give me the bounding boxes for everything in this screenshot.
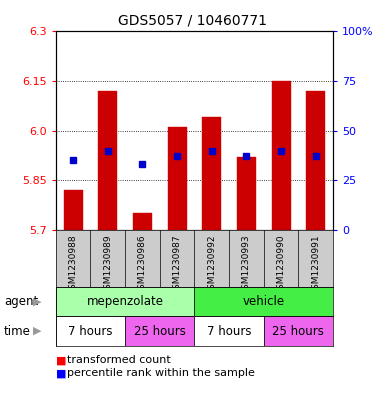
Text: GSM1230992: GSM1230992	[207, 235, 216, 295]
Bar	[133, 213, 152, 230]
Text: 7 hours: 7 hours	[68, 325, 113, 338]
Text: ■: ■	[56, 368, 66, 378]
Text: GSM1230986: GSM1230986	[138, 235, 147, 295]
Bar	[167, 127, 187, 230]
Bar	[202, 118, 221, 230]
Text: 25 hours: 25 hours	[273, 325, 324, 338]
Text: agent: agent	[4, 295, 38, 308]
Text: GSM1230991: GSM1230991	[311, 235, 320, 295]
Bar	[237, 157, 256, 230]
Bar	[98, 91, 117, 230]
Text: vehicle: vehicle	[243, 295, 285, 308]
Bar	[64, 190, 83, 230]
Text: ▶: ▶	[33, 297, 42, 307]
Bar	[306, 91, 325, 230]
Text: mepenzolate: mepenzolate	[87, 295, 164, 308]
Text: GSM1230988: GSM1230988	[69, 235, 78, 295]
Text: percentile rank within the sample: percentile rank within the sample	[67, 368, 255, 378]
Text: 7 hours: 7 hours	[207, 325, 251, 338]
Bar	[56, 287, 194, 316]
Bar	[264, 316, 333, 346]
Bar	[125, 316, 194, 346]
Text: GSM1230987: GSM1230987	[172, 235, 182, 295]
Bar	[271, 81, 291, 230]
Bar	[194, 287, 333, 316]
Text: time: time	[4, 325, 31, 338]
Bar	[194, 316, 264, 346]
Text: GSM1230990: GSM1230990	[276, 235, 286, 295]
Bar	[56, 316, 125, 346]
Text: GDS5057 / 10460771: GDS5057 / 10460771	[118, 14, 267, 28]
Text: ▶: ▶	[33, 326, 42, 336]
Text: GSM1230993: GSM1230993	[242, 235, 251, 295]
Text: ■: ■	[56, 355, 66, 365]
Text: GSM1230989: GSM1230989	[103, 235, 112, 295]
Text: transformed count: transformed count	[67, 355, 171, 365]
Text: 25 hours: 25 hours	[134, 325, 186, 338]
